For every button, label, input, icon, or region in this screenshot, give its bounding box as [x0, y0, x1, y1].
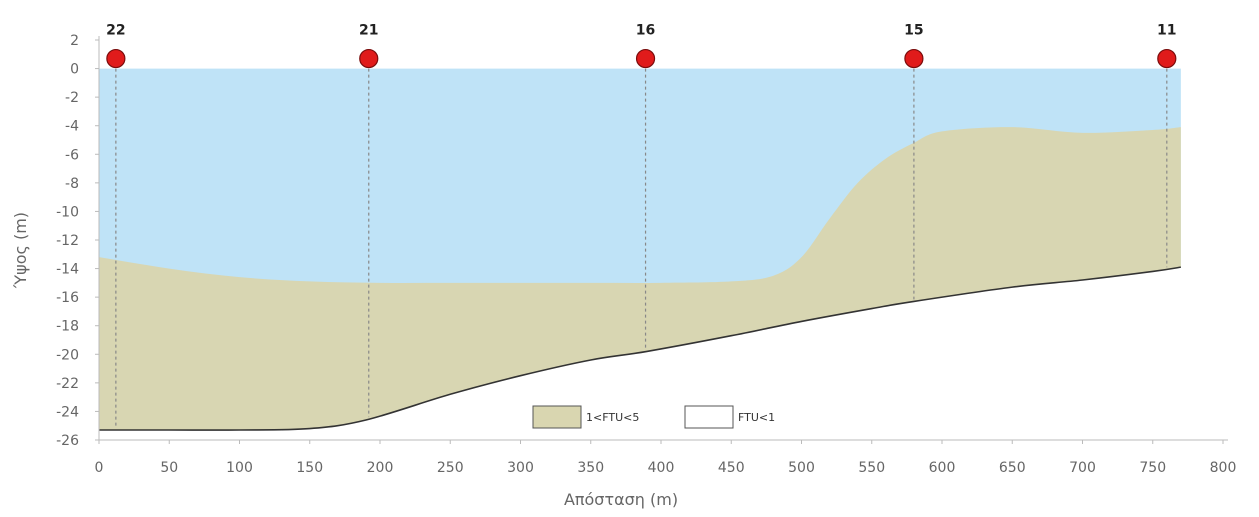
x-tick-label: 350 [577, 460, 604, 476]
x-tick-label: 300 [507, 460, 534, 476]
station-label: 11 [1157, 22, 1176, 38]
x-tick-label: 650 [999, 460, 1026, 476]
legend-label: FTU<1 [738, 411, 775, 424]
x-tick-label: 600 [929, 460, 956, 476]
legend: 1<FTU<5 FTU<1 [532, 405, 775, 429]
x-tick-label: 100 [226, 460, 253, 476]
station-marker [359, 48, 379, 69]
station-marker [904, 48, 924, 69]
y-axis-title: Ύψος (m) [11, 212, 30, 289]
plot-area [99, 68, 1181, 431]
station-marker [106, 48, 126, 69]
legend-swatch [684, 405, 734, 429]
y-tick-label: -16 [56, 290, 79, 306]
x-tick-label: 50 [160, 460, 178, 476]
station-label: 22 [106, 22, 125, 38]
x-tick-label: 250 [437, 460, 464, 476]
station-label: 15 [904, 22, 923, 38]
bottom-profile-line [99, 266, 1181, 431]
station-label: 16 [636, 22, 655, 38]
x-tick-label: 700 [1069, 460, 1096, 476]
legend-label: 1<FTU<5 [586, 411, 639, 424]
station-label: 21 [359, 22, 378, 38]
x-tick-label: 400 [648, 460, 675, 476]
station-marker [1157, 48, 1177, 69]
x-tick-label: 800 [1210, 460, 1237, 476]
turbid-layer-area [99, 127, 1181, 431]
x-tick-label: 450 [718, 460, 745, 476]
y-tick-label: -12 [56, 233, 79, 249]
y-tick-label: -10 [56, 204, 79, 220]
stations: 22 21 16 15 11 [106, 22, 1177, 428]
y-tick-label: -6 [65, 147, 79, 163]
x-tick-label: 500 [788, 460, 815, 476]
y-tick-label: 2 [70, 33, 79, 49]
y-tick-label: 0 [70, 62, 79, 78]
y-tick-label: -20 [56, 347, 79, 363]
x-tick-label: 200 [367, 460, 394, 476]
x-tick-label: 0 [95, 460, 104, 476]
station-marker [635, 48, 656, 69]
y-tick-label: -2 [65, 90, 79, 106]
x-tick-label: 150 [296, 460, 323, 476]
legend-swatch [532, 405, 582, 429]
x-axis-title: Απόσταση (m) [564, 490, 678, 509]
y-tick-label: -4 [65, 119, 79, 135]
x-tick-label: 750 [1139, 460, 1166, 476]
y-tick-label: -14 [56, 262, 79, 278]
y-tick-label: -8 [65, 176, 79, 192]
y-tick-label: -18 [56, 319, 79, 335]
axes: 2 0 -2 -4 -6 -8 -10 -12 -14 -16 -18 -20 -22 -24 -26 0 50… [56, 33, 1236, 476]
y-tick-label: -24 [56, 404, 79, 420]
y-tick-label: -26 [56, 433, 79, 449]
y-tick-label: -22 [56, 376, 79, 392]
x-tick-label: 550 [858, 460, 885, 476]
